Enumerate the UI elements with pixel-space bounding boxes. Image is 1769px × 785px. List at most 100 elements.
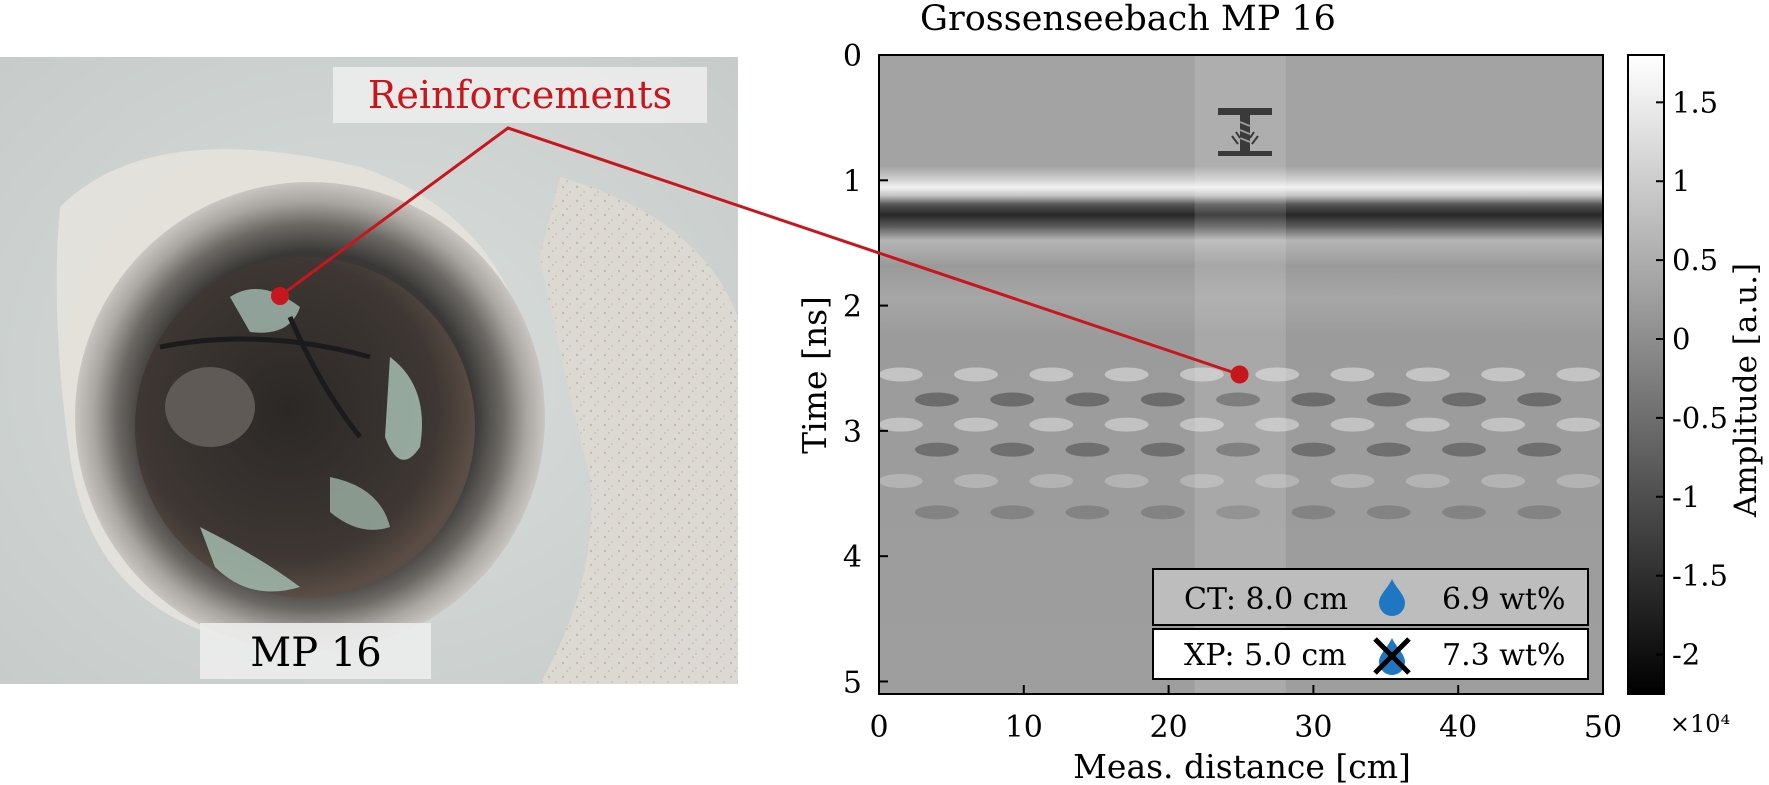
reflection-blob — [1255, 474, 1300, 488]
reflection-blob — [1255, 417, 1300, 432]
reflection-blob — [1441, 392, 1486, 407]
reflection-blob — [1029, 367, 1074, 382]
reflection-blob — [1140, 505, 1185, 520]
colorbar-tick-label: 0 — [1672, 322, 1690, 356]
borehole-photo-image — [0, 57, 738, 684]
legend-ct-value: 6.9 wt% — [1442, 582, 1566, 617]
reflection-blob — [1029, 474, 1074, 488]
legend-xp-value: 7.3 wt% — [1442, 638, 1566, 673]
plot-frame — [878, 54, 1604, 695]
colorbar-tick-label: -1 — [1672, 480, 1700, 514]
borehole-photo — [0, 57, 738, 684]
callout-label: Reinforcements — [368, 73, 672, 117]
reflection-blob — [1330, 417, 1375, 432]
reflection-blob — [1140, 392, 1185, 407]
reflection-blob — [1366, 392, 1411, 407]
reflection-blob — [1140, 442, 1185, 457]
reflection-blob — [1330, 474, 1375, 488]
reflection-blob — [1405, 367, 1450, 382]
reflection-blob — [1065, 392, 1110, 407]
reflection-blob — [1216, 392, 1261, 407]
reflection-blob — [1405, 417, 1450, 432]
callout-label-box — [333, 67, 707, 123]
reflection-blob — [878, 417, 923, 432]
reflection-blob — [1179, 417, 1224, 432]
annotation-connector — [271, 126, 1249, 384]
reflection-blob — [1255, 367, 1300, 382]
reflection-blob — [954, 417, 999, 432]
reflection-blob — [1481, 367, 1526, 382]
connector-line — [279, 126, 1241, 376]
colorbar-tick-label: -2 — [1672, 638, 1700, 672]
water-drop-icon — [1379, 579, 1405, 616]
reflection-blob — [990, 505, 1035, 520]
colorbar-tick-label: 1.5 — [1672, 85, 1718, 119]
colorbar-tick-label: 1 — [1672, 164, 1690, 198]
legend-ct-label: CT: 8.0 cm — [1184, 582, 1348, 617]
reflection-blob — [1104, 474, 1149, 488]
reflection-blob — [1291, 442, 1336, 457]
x-axis-ticks: 0 10 20 30 40 50 — [869, 685, 1622, 745]
reflection-blob — [1481, 417, 1526, 432]
y-tick-label: 3 — [843, 415, 862, 450]
photo-marker-point — [271, 287, 289, 305]
legend: CT: 8.0 cm 6.9 wt% XP: 5.0 cm 7.3 wt% — [1152, 568, 1589, 680]
reflection-blob — [990, 442, 1035, 457]
reflection-blob — [1029, 417, 1074, 432]
x-tick-label: 30 — [1294, 710, 1332, 745]
reflection-blob — [1291, 392, 1336, 407]
reflection-blob — [1441, 442, 1486, 457]
reflection-blob — [1104, 417, 1149, 432]
reflection-blob — [1291, 505, 1336, 520]
radargram-marker-point — [1230, 365, 1249, 384]
legend-xp-label: XP: 5.0 cm — [1184, 638, 1347, 673]
reflection-blob — [878, 367, 923, 382]
reflection-blob — [1556, 474, 1601, 488]
reflection-blob — [990, 392, 1035, 407]
colorbar: 1.5 1 0.5 0 -0.5 -1 -1.5 -2 Amplitude [a.u.] ×1… — [1627, 54, 1764, 738]
reflection-blob — [914, 442, 959, 457]
reflection-blob — [954, 474, 999, 488]
reflection-blob — [1517, 505, 1562, 520]
x-tick-label: 10 — [1005, 710, 1043, 745]
reflection-blob — [1065, 505, 1110, 520]
reflection-blob — [1556, 417, 1601, 432]
colorbar-tick-label: 0.5 — [1672, 243, 1718, 277]
y-axis-ticks: 0 1 2 3 4 5 — [843, 39, 888, 700]
chart-title: Grossenseebach MP 16 — [920, 0, 1336, 39]
legend-entry-xp-box — [1152, 628, 1589, 680]
colorbar-tick-label: -0.5 — [1672, 401, 1728, 435]
reflection-blob — [1179, 367, 1224, 382]
reflection-blob — [1405, 474, 1450, 488]
colorbar-exponent: ×10⁴ — [1670, 710, 1730, 738]
reflection-blob — [1216, 442, 1261, 457]
colorbar-label: Amplitude [a.u.] — [1728, 263, 1764, 518]
reflection-blob — [1517, 442, 1562, 457]
x-axis-label: Meas. distance [cm] — [1073, 747, 1411, 785]
colorbar-ticks: 1.5 1 0.5 0 -0.5 -1 -1.5 -2 — [1656, 85, 1728, 672]
colorbar-tick-label: -1.5 — [1672, 559, 1728, 593]
reflection-blob — [1330, 367, 1375, 382]
y-tick-label: 4 — [843, 540, 862, 575]
reflection-pattern — [878, 367, 1601, 520]
legend-entry-ct-box — [1152, 568, 1589, 626]
reflection-blob — [1216, 505, 1261, 520]
reflection-blob — [1366, 442, 1411, 457]
reflection-blob — [1481, 474, 1526, 488]
y-tick-label: 0 — [843, 39, 862, 74]
x-tick-label: 50 — [1584, 710, 1622, 745]
reflection-blob — [914, 392, 959, 407]
reflection-blob — [954, 367, 999, 382]
reflection-blob — [1517, 392, 1562, 407]
sample-label-box — [200, 623, 431, 679]
reflection-blob — [1179, 474, 1224, 488]
x-tick-label: 40 — [1439, 710, 1477, 745]
reflection-blob — [1065, 442, 1110, 457]
y-tick-label: 2 — [843, 290, 862, 325]
reflection-blob — [1441, 505, 1486, 520]
colorbar-gradient — [1627, 54, 1665, 695]
x-tick-label: 20 — [1150, 710, 1188, 745]
y-tick-label: 5 — [843, 665, 862, 700]
x-tick-label: 0 — [869, 710, 888, 745]
